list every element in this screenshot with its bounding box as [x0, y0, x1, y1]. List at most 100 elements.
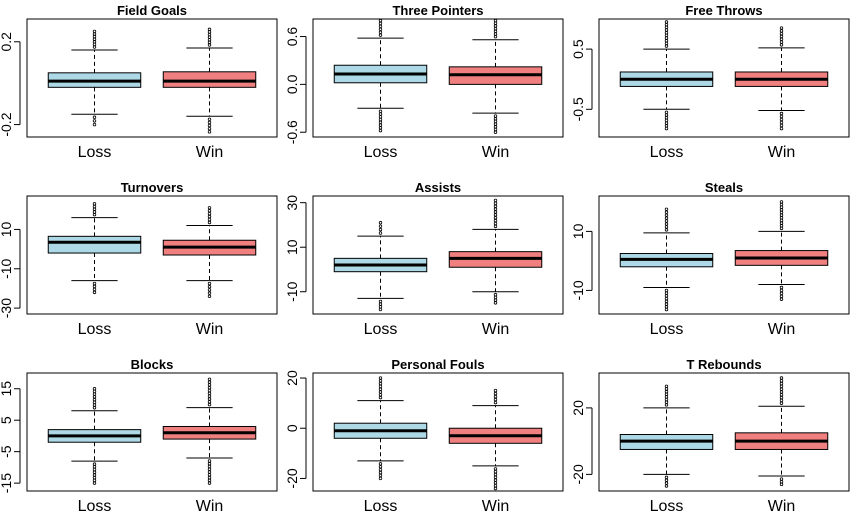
outlier-point [779, 477, 784, 481]
outlier-point [378, 476, 383, 481]
outlier-point [664, 288, 669, 293]
outlier-point [493, 481, 498, 485]
outlier-point [207, 206, 212, 210]
chart-title: Three Pointers [392, 3, 483, 18]
boxplot-loss [619, 20, 714, 131]
outlier-point [92, 284, 97, 289]
outlier-point [779, 37, 784, 41]
boxplot-loss [47, 202, 142, 295]
x-tick-label: Win [196, 321, 224, 338]
outlier-point [664, 392, 669, 396]
plot-frame [26, 195, 278, 315]
outlier-point [664, 28, 669, 32]
outlier-point [664, 44, 669, 48]
outlier-point [207, 211, 212, 216]
outlier-point [207, 464, 212, 469]
outlier-point [207, 281, 212, 286]
outlier-point [207, 27, 212, 32]
outlier-point [779, 218, 784, 223]
x-tick-label: Win [768, 144, 796, 161]
outlier-point [664, 118, 669, 123]
outlier-point [207, 380, 212, 384]
outlier-point [92, 389, 97, 394]
outlier-point [92, 122, 97, 127]
x-tick-label: Loss [650, 321, 684, 338]
outlier-point [779, 390, 784, 394]
outlier-point [493, 467, 498, 471]
outlier-point [207, 285, 212, 289]
outlier-point [664, 121, 669, 125]
outlier-point [664, 305, 669, 309]
outlier-point [664, 299, 669, 304]
outlier-point [664, 294, 669, 298]
outlier-point [378, 381, 383, 386]
outlier-point [92, 467, 97, 472]
outlier-point [207, 397, 212, 401]
outlier-point [779, 398, 784, 403]
boxplot-win [448, 198, 543, 305]
outlier-point [664, 116, 669, 120]
outlier-point [779, 379, 784, 383]
outlier-point [493, 394, 498, 399]
outlier-point [779, 34, 784, 39]
outlier-point [378, 24, 383, 29]
outlier-point [378, 376, 383, 380]
outlier-point [779, 393, 784, 397]
outlier-point [378, 305, 383, 309]
outlier-point [493, 21, 498, 25]
outlier-point [207, 478, 212, 483]
outlier-point [92, 462, 97, 466]
outlier-point [779, 288, 784, 293]
outlier-point [207, 462, 212, 466]
outlier-point [779, 216, 784, 220]
outlier-point [664, 291, 669, 295]
outlier-point [207, 470, 212, 474]
outlier-point [664, 219, 669, 223]
outlier-point [92, 207, 97, 211]
chart-title: Free Throws [685, 3, 762, 18]
plot-frame [312, 372, 564, 492]
outlier-point [92, 290, 97, 295]
y-tick-label: 0 [284, 424, 300, 432]
plot-frame [312, 195, 564, 315]
outlier-point [493, 127, 498, 132]
outlier-point [378, 109, 383, 113]
plot-frame [598, 195, 850, 315]
boxplot-loss [333, 376, 428, 481]
outlier-point [664, 302, 669, 306]
y-tick-label: -0.2 [0, 112, 14, 136]
plot-frame [598, 372, 850, 492]
x-tick-label: Loss [364, 498, 398, 515]
outlier-point [378, 387, 383, 391]
outlier-point [92, 395, 97, 399]
outlier-point [92, 403, 97, 407]
outlier-point [779, 114, 784, 119]
outlier-point [664, 478, 669, 482]
outlier-point [378, 21, 383, 26]
outlier-point [493, 221, 498, 226]
x-tick-label: Loss [364, 321, 398, 338]
boxplot-loss [333, 221, 428, 312]
outlier-point [378, 302, 383, 306]
outlier-point [378, 123, 383, 127]
x-tick-label: Win [482, 498, 510, 515]
outlier-point [493, 26, 498, 31]
outlier-point [779, 381, 784, 386]
plot-frame [312, 18, 564, 138]
outlier-point [664, 484, 669, 488]
outlier-point [664, 22, 669, 27]
outlier-point [779, 29, 784, 33]
outlier-point [779, 294, 784, 299]
x-tick-label: Win [196, 144, 224, 161]
chart-title: Turnovers [121, 180, 184, 195]
outlier-point [493, 216, 498, 220]
x-tick-label: Win [768, 498, 796, 515]
plot-frame [26, 18, 278, 138]
outlier-point [493, 35, 498, 39]
x-tick-label: Win [482, 144, 510, 161]
y-tick-label: -0.6 [284, 120, 300, 144]
outlier-point [92, 287, 97, 292]
outlier-point [493, 472, 498, 477]
x-tick-label: Loss [650, 144, 684, 161]
outlier-point [493, 483, 498, 488]
